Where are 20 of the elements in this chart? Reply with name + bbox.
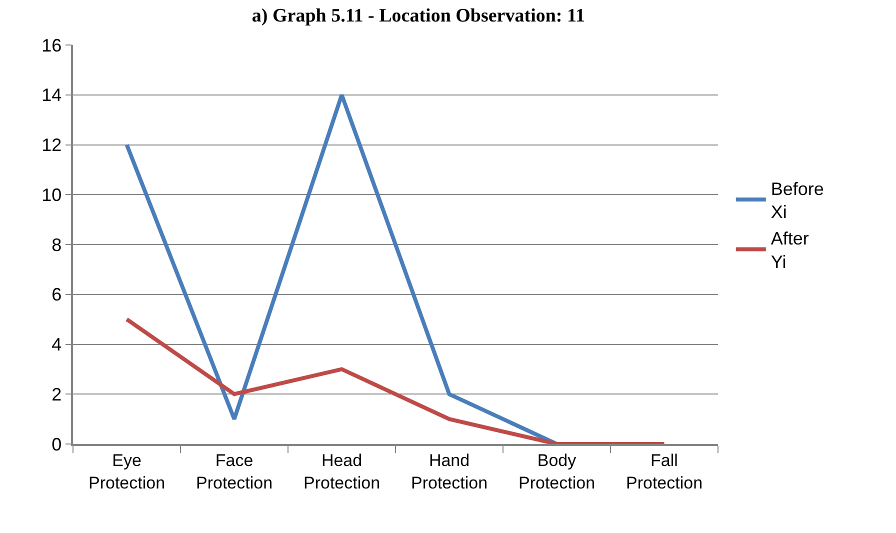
y-tick-label: 6 [52, 284, 62, 305]
line-series [124, 317, 666, 444]
x-tick-label: Hand Protection [410, 451, 488, 492]
y-tick-label: 8 [52, 234, 62, 255]
y-tick-label: 16 [42, 35, 62, 56]
x-tick-label: Head Protection [303, 451, 380, 492]
x-tick-label: Body Protection [518, 451, 596, 492]
legend-label: Before Xi [770, 178, 824, 222]
y-tick-label: 0 [52, 434, 62, 454]
y-tick-label: 2 [52, 384, 62, 404]
y-tick-label: 14 [42, 85, 62, 106]
line-series [124, 92, 559, 444]
x-tick-label: Eye Protection [88, 451, 166, 492]
y-tick-label: 4 [52, 334, 62, 355]
y-tick-label: 12 [42, 135, 62, 156]
x-tick-label: Face Protection [196, 451, 273, 492]
x-tick-label: Fall Protection [626, 451, 703, 492]
y-tick-label: 10 [42, 184, 62, 205]
chart-title: a) Graph 5.11 - Location Observation: 11 [252, 5, 585, 26]
legend-label: After Yi [770, 228, 809, 272]
